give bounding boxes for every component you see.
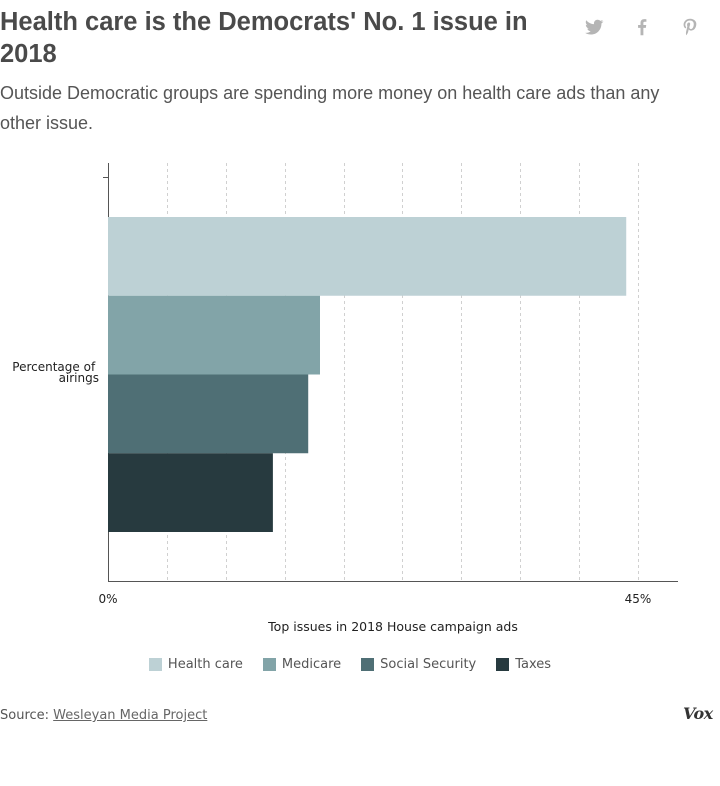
x-axis-label: Top issues in 2018 House campaign ads [267, 619, 518, 634]
legend-item[interactable]: Social Security [361, 657, 476, 672]
legend-swatch [262, 658, 276, 671]
source-line: Source: Wesleyan Media Project [0, 708, 207, 723]
pinterest-icon[interactable] [679, 16, 701, 38]
legend: Health care Medicare Social Security Taxes [0, 657, 700, 672]
legend-label: Health care [167, 657, 243, 672]
page-title: Health care is the Democrats' No. 1 issu… [0, 8, 528, 68]
x-tick-label: 45% [625, 592, 652, 606]
bar-health-care[interactable] [108, 217, 627, 296]
y-axis-label-line-2: airings [59, 371, 99, 385]
legend-label: Social Security [380, 657, 477, 672]
twitter-icon[interactable] [583, 16, 605, 38]
y-axis-label-line-1: Percentage of [12, 360, 96, 374]
bar-taxes[interactable] [108, 453, 273, 532]
legend-item[interactable]: Medicare [262, 657, 342, 672]
bars [108, 217, 627, 532]
vox-logo: Vox [683, 704, 713, 723]
legend-item[interactable]: Health care [148, 657, 243, 672]
legend-item[interactable]: Taxes [496, 657, 551, 672]
legend-swatch [361, 658, 375, 671]
x-tick-label: 0% [98, 592, 117, 606]
legend-swatch [148, 658, 162, 671]
y-axis-label: Percentage of airings [12, 360, 99, 385]
x-tick-labels: 0% 45% [98, 592, 651, 606]
bar-medicare[interactable] [108, 295, 320, 375]
bar-social-security[interactable] [108, 374, 309, 454]
legend-label: Medicare [281, 657, 342, 672]
legend-label: Taxes [515, 657, 552, 672]
bar-chart: 0% 45% Percentage of airings Top issues i… [12, 163, 678, 634]
source-link[interactable]: Wesleyan Media Project [53, 708, 208, 723]
subtitle: Outside Democratic groups are spending m… [0, 83, 660, 133]
source-label: Source: [0, 708, 50, 723]
facebook-icon[interactable] [631, 16, 653, 38]
legend-swatch [496, 658, 510, 671]
